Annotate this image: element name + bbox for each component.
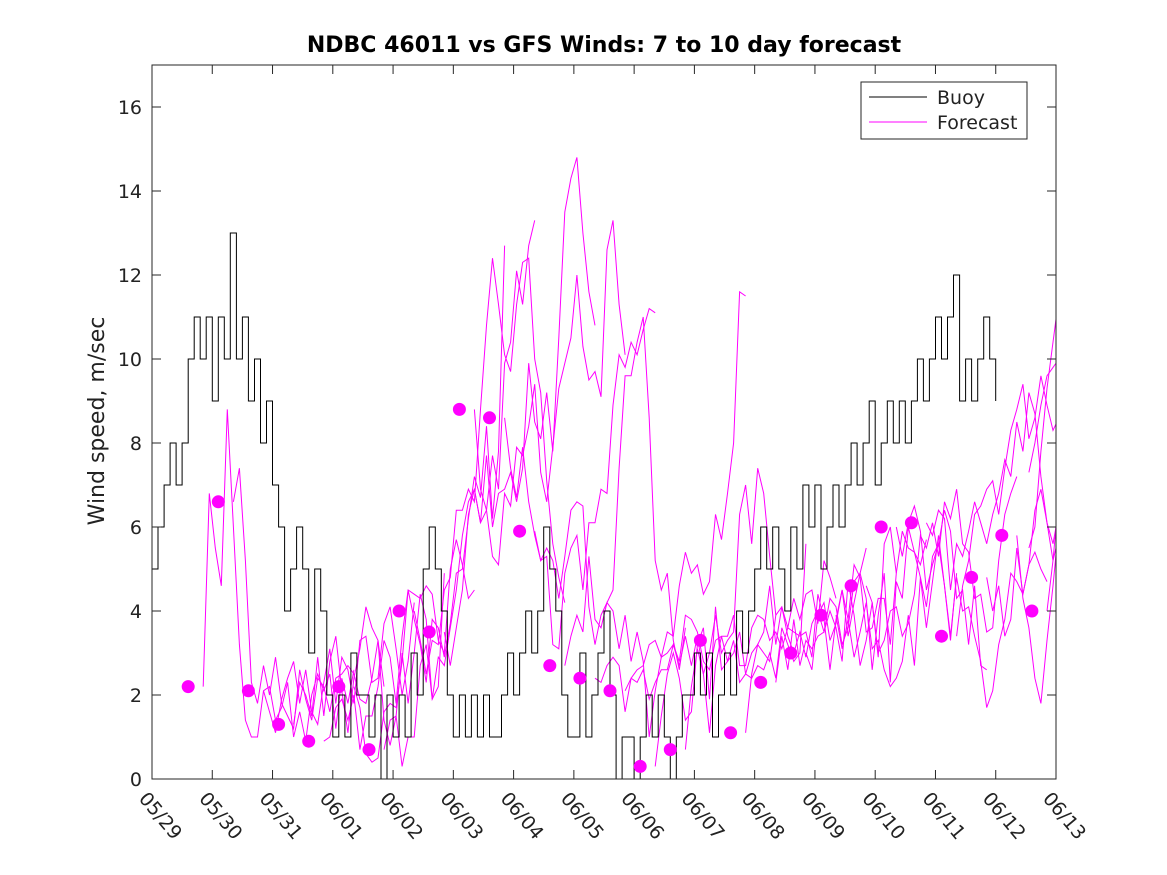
forecast-point	[603, 684, 617, 698]
forecast-point	[241, 684, 255, 698]
forecast-point	[633, 759, 647, 773]
forecast-series-line	[594, 290, 746, 712]
forecast-series-line	[956, 375, 1056, 637]
legend-forecast-label: Forecast	[937, 112, 1017, 134]
forecast-point	[1025, 604, 1039, 618]
forecast-series-line	[865, 476, 1018, 655]
forecast-series-line	[1028, 315, 1056, 549]
y-axis-ticks: 0 2 4 6 8 10 12 14 16	[118, 97, 1056, 791]
forecast-point	[995, 528, 1009, 542]
forecast-series-line	[1016, 535, 1056, 704]
forecast-point	[513, 524, 527, 538]
forecast-point	[693, 633, 707, 647]
buoy-line-group	[152, 232, 997, 779]
forecast-point	[422, 625, 436, 639]
y-tick-label: 2	[130, 685, 142, 707]
forecast-series-line	[654, 543, 807, 767]
forecast-point	[211, 495, 225, 509]
forecast-point	[935, 629, 948, 643]
y-tick-label: 6	[130, 517, 142, 539]
forecast-series-line	[1046, 521, 1056, 612]
y-tick-label: 16	[118, 97, 142, 119]
forecast-point	[814, 608, 828, 622]
forecast-point	[874, 520, 888, 534]
forecast-point	[724, 726, 738, 740]
forecast-point	[663, 743, 677, 757]
forecast-series-line	[564, 556, 716, 738]
y-axis-label: Wind speed, m/sec	[85, 317, 110, 526]
forecast-point	[332, 680, 346, 694]
forecast-series-line	[775, 526, 927, 683]
forecast-point	[965, 570, 979, 584]
forecast-point	[543, 659, 557, 673]
y-tick-label: 4	[130, 601, 142, 623]
y-tick-label: 10	[118, 349, 142, 371]
y-tick-label: 12	[118, 265, 142, 287]
forecast-series-line	[534, 316, 686, 670]
forecast-point	[302, 734, 316, 748]
chart-title: NDBC 46011 vs GFS Winds: 7 to 10 day for…	[307, 33, 902, 58]
y-tick-label: 14	[118, 181, 142, 203]
forecast-markers-group	[181, 402, 1039, 773]
forecast-series-line	[293, 573, 445, 746]
forecast-series-line	[684, 560, 837, 750]
forecast-point	[754, 675, 768, 689]
forecast-point	[483, 411, 496, 425]
y-tick-label: 8	[130, 433, 142, 455]
legend-buoy-label: Buoy	[937, 87, 985, 109]
forecast-series-line	[925, 392, 1056, 591]
forecast-series-line	[1028, 362, 1056, 473]
forecast-point	[904, 516, 918, 530]
plot-frame	[151, 64, 1057, 780]
forecast-point	[392, 604, 406, 618]
forecast-point	[784, 646, 798, 660]
forecast-point	[272, 717, 286, 731]
y-tick-label: 0	[130, 769, 142, 791]
legend: Buoy Forecast	[860, 81, 1028, 140]
forecast-series-line	[413, 257, 566, 675]
forecast-point	[452, 402, 466, 416]
forecast-point	[573, 671, 587, 685]
forecast-series-line	[805, 531, 958, 670]
forecast-series-line	[323, 539, 475, 750]
forecast-point	[181, 680, 195, 694]
legend-box	[860, 81, 1028, 140]
forecast-series-line	[504, 307, 656, 650]
forecast-series-line	[443, 157, 596, 666]
forecast-series-line	[473, 220, 626, 567]
forecast-point	[844, 579, 858, 593]
buoy-series-line	[152, 232, 997, 779]
forecast-point	[362, 743, 376, 757]
forecast-series-line	[353, 245, 506, 763]
